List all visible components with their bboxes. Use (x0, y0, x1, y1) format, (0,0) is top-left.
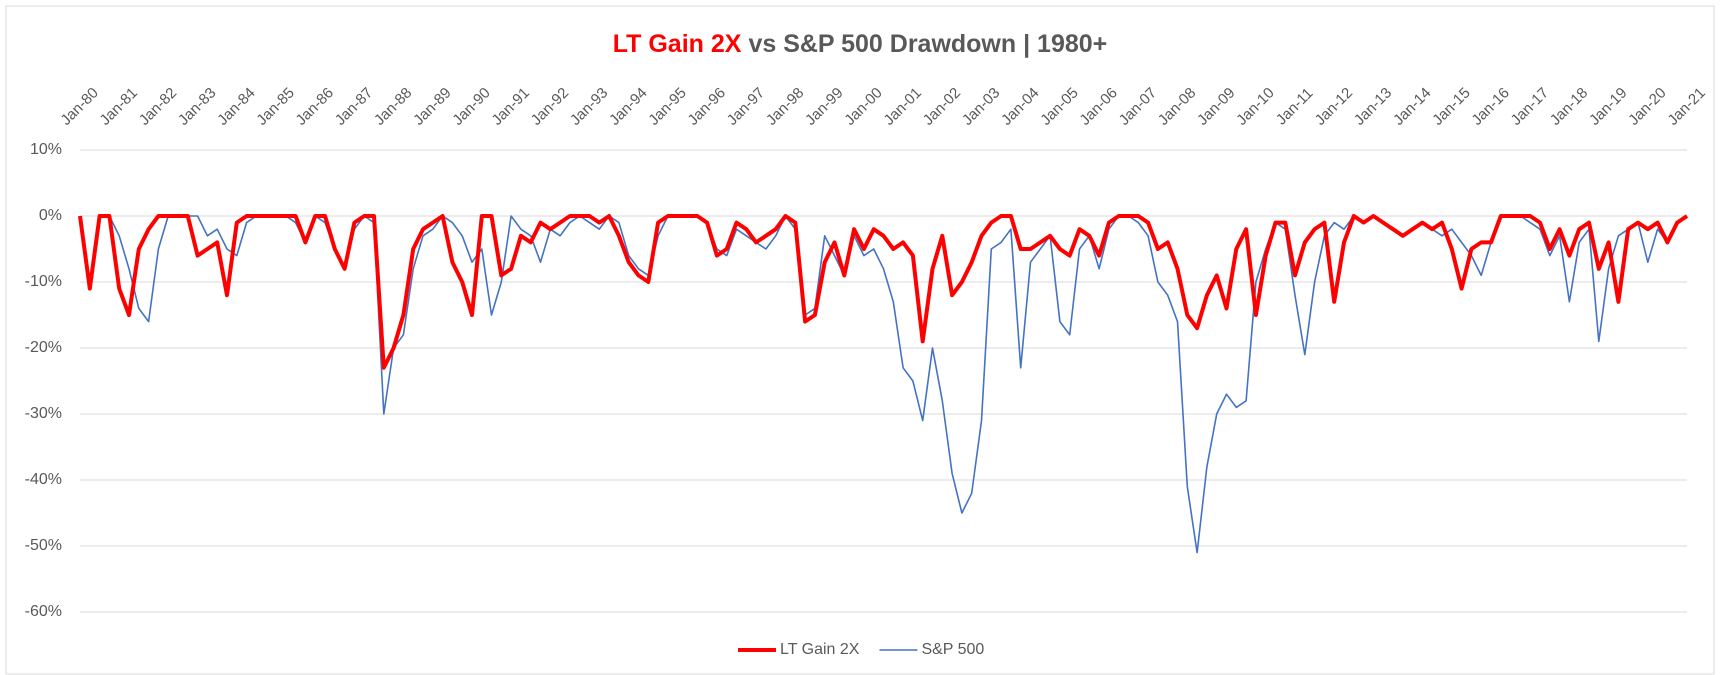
y-tick-label: 0% (39, 207, 62, 224)
y-tick-label: -10% (25, 273, 62, 290)
title-highlight: LT Gain 2X (613, 30, 742, 58)
y-tick-label: -20% (25, 339, 62, 356)
y-tick-label: -40% (25, 471, 62, 488)
y-tick-label: -50% (25, 537, 62, 554)
chart-title: LT Gain 2X vs S&P 500 Drawdown | 1980+ (613, 30, 1108, 58)
y-tick-label: -30% (25, 405, 62, 422)
legend-label: S&P 500 (921, 641, 984, 658)
chart-frame (5, 5, 1715, 675)
legend-label: LT Gain 2X (780, 641, 860, 658)
series-line (78, 214, 1689, 370)
y-tick-label: 10% (30, 141, 62, 158)
title-rest: vs S&P 500 Drawdown | 1980+ (748, 30, 1107, 58)
y-tick-label: -60% (25, 603, 62, 620)
